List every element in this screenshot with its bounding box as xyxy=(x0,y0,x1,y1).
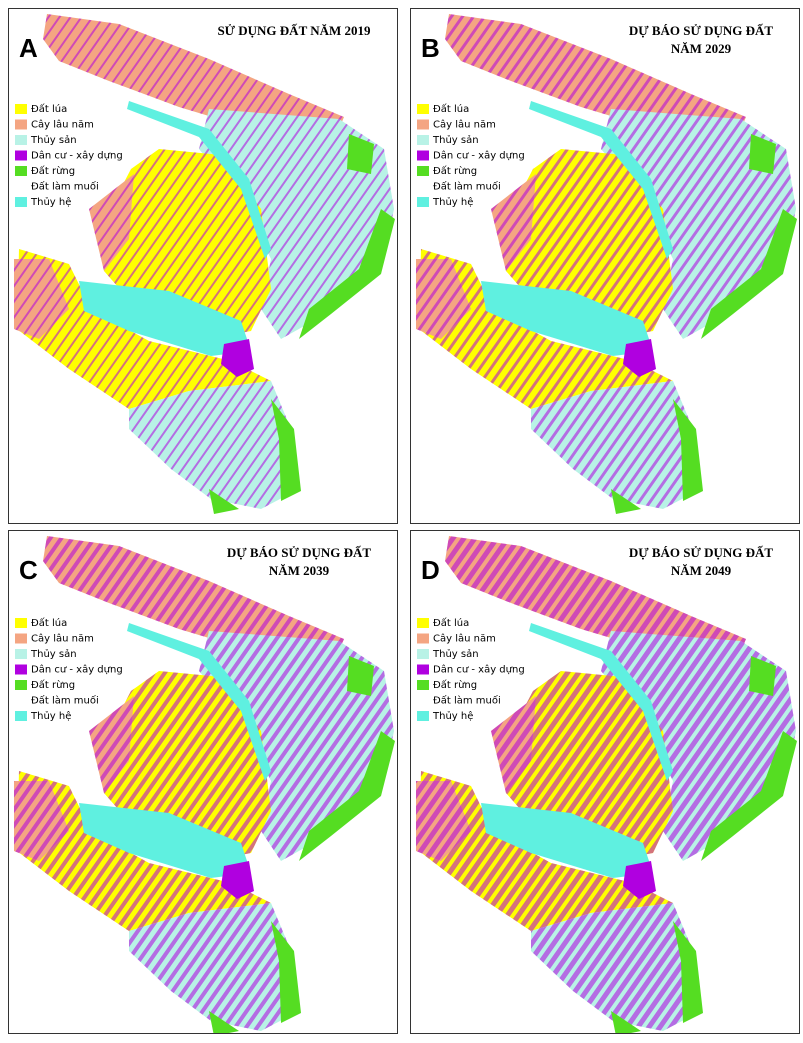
legend-label: Thủy sản xyxy=(432,134,479,146)
legend-label: Đất rừng xyxy=(31,165,75,177)
legend-swatch xyxy=(15,151,27,161)
legend-label: Đất rừng xyxy=(31,679,75,691)
legend-swatch xyxy=(15,197,27,207)
map: A SỬ DỤNG ĐẤT NĂM 2019 Đất lúa Cây lâu năm T… xyxy=(9,9,397,523)
legend-label: Đất lúa xyxy=(31,103,67,115)
legend-label: Thủy sản xyxy=(30,648,77,660)
legend-swatch xyxy=(15,634,27,644)
legend-swatch xyxy=(15,680,27,690)
panel-title: DỰ BÁO SỬ DỤNG ĐẤT xyxy=(629,545,774,560)
panel-title: NĂM 2039 xyxy=(269,563,330,578)
panel-title: DỰ BÁO SỬ DỤNG ĐẤT xyxy=(629,23,774,38)
legend-swatch xyxy=(15,135,27,145)
legend-swatch xyxy=(15,649,27,659)
legend-swatch xyxy=(15,120,27,130)
legend-label: Đất rừng xyxy=(433,679,477,691)
legend-swatch xyxy=(15,104,27,114)
legend-label: Thủy hệ xyxy=(432,710,473,722)
panel-title: NĂM 2029 xyxy=(671,41,732,56)
legend-label: Cây lâu năm xyxy=(433,119,496,131)
legend-label: Dân cư - xây dựng xyxy=(433,150,525,162)
legend-label: Đất lúa xyxy=(433,617,469,629)
map-panel: C DỰ BÁO SỬ DỤNG ĐẤT NĂM 2039 Đất lúa Cây lâ… xyxy=(8,530,398,1034)
legend-swatch xyxy=(417,665,429,675)
panel-letter: A xyxy=(19,33,38,63)
legend-label: Thủy hệ xyxy=(432,196,473,208)
legend-label: Đất làm muối xyxy=(31,695,99,707)
legend-label: Đất rừng xyxy=(433,165,477,177)
panel-letter: D xyxy=(421,555,440,585)
legend-swatch xyxy=(417,711,429,721)
legend-swatch xyxy=(417,634,429,644)
legend-swatch xyxy=(15,665,27,675)
legend-label: Đất lúa xyxy=(433,103,469,115)
legend-label: Dân cư - xây dựng xyxy=(433,664,525,676)
legend-swatch xyxy=(417,135,429,145)
legend-label: Cây lâu năm xyxy=(31,633,94,645)
legend-swatch xyxy=(417,649,429,659)
legend-swatch xyxy=(417,120,429,130)
legend-label: Dân cư - xây dựng xyxy=(31,150,123,162)
legend-swatch xyxy=(417,166,429,176)
map-panel: B DỰ BÁO SỬ DỤNG ĐẤT NĂM 2029 Đất lúa Cây lâ… xyxy=(410,8,800,524)
map-panel: D DỰ BÁO SỬ DỤNG ĐẤT NĂM 2049 Đất lúa Cây lâ… xyxy=(410,530,800,1034)
panel-title: SỬ DỤNG ĐẤT NĂM 2019 xyxy=(217,23,371,38)
panel-letter: B xyxy=(421,33,440,63)
legend-swatch xyxy=(417,197,429,207)
legend-label: Cây lâu năm xyxy=(31,119,94,131)
legend-label: Đất làm muối xyxy=(31,181,99,193)
legend-label: Thủy sản xyxy=(432,648,479,660)
map: B DỰ BÁO SỬ DỤNG ĐẤT NĂM 2029 Đất lúa Cây lâ… xyxy=(411,9,799,523)
legend-swatch xyxy=(417,618,429,628)
legend-label: Thủy sản xyxy=(30,134,77,146)
legend-label: Dân cư - xây dựng xyxy=(31,664,123,676)
legend-label: Đất làm muối xyxy=(433,181,501,193)
legend-label: Thủy hệ xyxy=(30,710,71,722)
map-panel: A SỬ DỤNG ĐẤT NĂM 2019 Đất lúa Cây lâu năm T… xyxy=(8,8,398,524)
panel-letter: C xyxy=(19,555,38,585)
page: A SỬ DỤNG ĐẤT NĂM 2019 Đất lúa Cây lâu năm T… xyxy=(0,0,803,1043)
legend-swatch xyxy=(417,680,429,690)
legend-swatch xyxy=(15,711,27,721)
legend-swatch xyxy=(417,151,429,161)
map: D DỰ BÁO SỬ DỤNG ĐẤT NĂM 2049 Đất lúa Cây lâ… xyxy=(411,531,799,1033)
panel-title: DỰ BÁO SỬ DỤNG ĐẤT xyxy=(227,545,372,560)
map: C DỰ BÁO SỬ DỤNG ĐẤT NĂM 2039 Đất lúa Cây lâ… xyxy=(9,531,397,1033)
legend-label: Thủy hệ xyxy=(30,196,71,208)
legend-label: Đất làm muối xyxy=(433,695,501,707)
legend-swatch xyxy=(15,618,27,628)
panel-title: NĂM 2049 xyxy=(671,563,732,578)
legend-label: Đất lúa xyxy=(31,617,67,629)
legend-label: Cây lâu năm xyxy=(433,633,496,645)
legend-swatch xyxy=(15,166,27,176)
legend-swatch xyxy=(417,104,429,114)
